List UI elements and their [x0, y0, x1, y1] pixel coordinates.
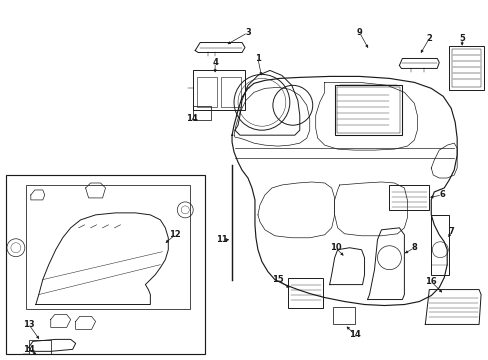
Text: 16: 16 — [425, 277, 436, 286]
Text: 14: 14 — [23, 345, 35, 354]
Bar — [6, 175, 205, 354]
Text: 2: 2 — [426, 34, 431, 43]
Text: 3: 3 — [244, 28, 250, 37]
Bar — [334, 85, 402, 135]
Text: 6: 6 — [438, 190, 444, 199]
Bar — [388, 185, 428, 210]
Text: 12: 12 — [169, 230, 181, 239]
Text: 13: 13 — [23, 320, 35, 329]
Text: 5: 5 — [458, 34, 464, 43]
Bar — [430, 215, 448, 275]
Bar — [336, 87, 400, 133]
Text: 10: 10 — [329, 243, 341, 252]
Bar — [332, 306, 354, 324]
Bar — [193, 71, 244, 110]
Text: 11: 11 — [216, 235, 227, 244]
Text: 1: 1 — [254, 54, 261, 63]
Text: 14: 14 — [186, 114, 198, 123]
Bar — [26, 185, 190, 310]
Text: 9: 9 — [356, 28, 362, 37]
Bar — [287, 278, 322, 307]
Bar — [451, 49, 480, 87]
Bar — [221, 77, 241, 107]
Text: 14: 14 — [348, 330, 360, 339]
Bar — [193, 106, 211, 120]
Text: 8: 8 — [410, 243, 416, 252]
Bar — [29, 340, 51, 354]
Bar — [448, 45, 483, 90]
Text: 4: 4 — [212, 58, 218, 67]
Bar — [197, 77, 217, 107]
Text: 15: 15 — [271, 275, 283, 284]
Text: 7: 7 — [447, 227, 453, 236]
